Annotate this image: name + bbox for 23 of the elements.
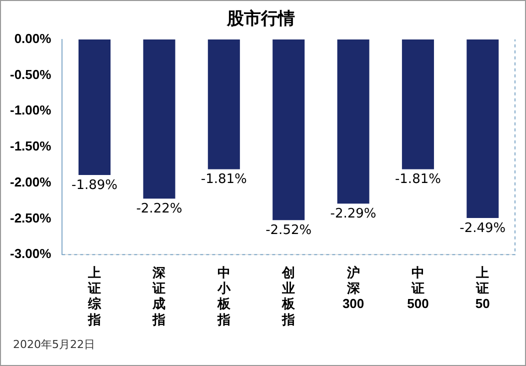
- x-tick-label: 上证综指: [87, 264, 102, 327]
- x-tick-label: 中证500: [407, 264, 429, 312]
- data-label: -1.89%: [72, 178, 118, 193]
- y-tick-label: -1.50%: [10, 138, 52, 154]
- data-label: -1.81%: [200, 172, 247, 188]
- chart-title: 股市行情: [226, 8, 295, 28]
- data-label: -2.52%: [266, 223, 312, 238]
- x-tick-label: 深证成指: [152, 264, 167, 327]
- x-tick-label: 上证50: [475, 264, 490, 312]
- text: 2020年5月22日: [13, 337, 95, 352]
- y-tick-label: 0.00%: [14, 30, 52, 46]
- y-tick-label: -2.00%: [10, 174, 52, 190]
- y-tick-label: -2.50%: [10, 210, 52, 226]
- data-label: -2.22%: [136, 202, 182, 217]
- data-label: -1.81%: [394, 172, 441, 188]
- data-label: -2.29%: [330, 206, 376, 222]
- x-tick-label: 沪深300: [342, 264, 364, 312]
- x-tick-label: 中小板指: [216, 264, 232, 327]
- x-tick-label: 创业板指: [281, 264, 296, 327]
- data-label: -2.49%: [460, 220, 506, 236]
- y-tick-label: -0.50%: [10, 66, 52, 82]
- y-tick-label: -1.00%: [10, 102, 52, 118]
- y-tick-label: -3.00%: [10, 246, 52, 262]
